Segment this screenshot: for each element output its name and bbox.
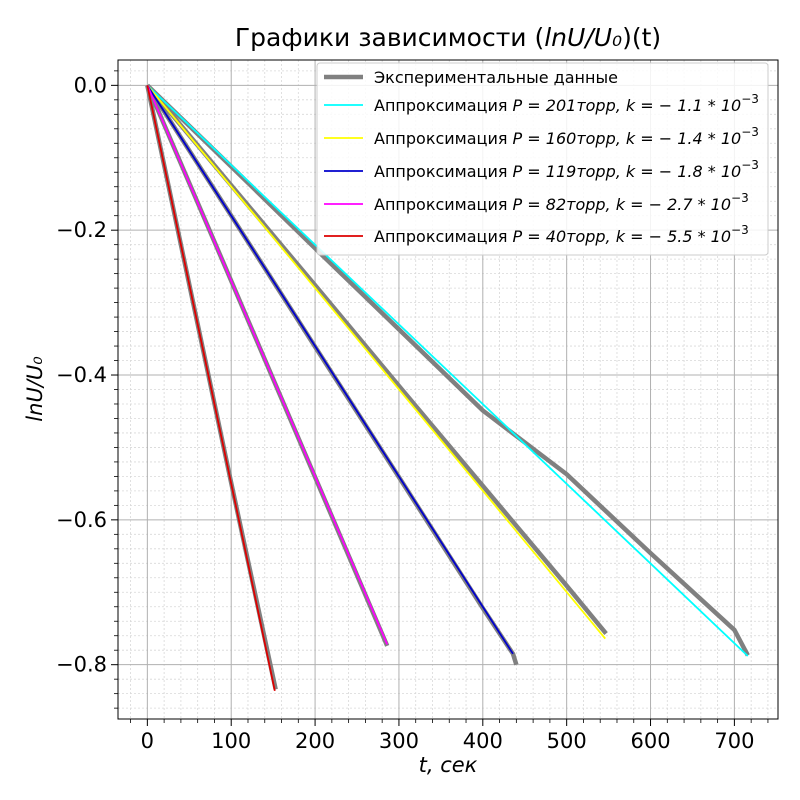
y-tick-label: −0.2 <box>56 218 107 242</box>
x-tick-label: 400 <box>463 729 503 753</box>
y-tick-label: −0.6 <box>56 508 107 532</box>
y-axis: 0.0 −0.2 −0.4 −0.6 −0.8 <box>56 70 118 709</box>
y-tick-label: −0.8 <box>56 653 107 677</box>
fit-line <box>146 85 276 691</box>
legend-box <box>316 62 769 256</box>
x-tick-label: 0 <box>141 729 154 753</box>
legend-label: Аппроксимация P = 82торр, k = − 2.7 * 10… <box>374 191 749 214</box>
fit-series <box>146 84 749 691</box>
y-tick-label: −0.4 <box>56 363 107 387</box>
x-tick-label: 200 <box>295 729 335 753</box>
legend-label: Аппроксимация P = 160торр, k = − 1.4 * 1… <box>374 125 759 148</box>
x-tick-label: 700 <box>714 729 754 753</box>
y-axis-label: lnU/U₀ <box>23 356 47 422</box>
x-tick-label: 100 <box>211 729 251 753</box>
legend-label: Экспериментальные данные <box>374 68 618 87</box>
x-tick-label: 600 <box>630 729 670 753</box>
x-axis-label: t, сек <box>419 753 478 777</box>
x-tick-label: 300 <box>379 729 419 753</box>
y-tick-label: 0.0 <box>74 73 107 97</box>
legend-label: Аппроксимация P = 119торр, k = − 1.8 * 1… <box>374 158 759 181</box>
legend-label: Аппроксимация P = 40торр, k = − 5.5 * 10… <box>374 223 749 246</box>
fit-line <box>146 84 514 655</box>
x-axis: 0 100 200 300 400 500 600 700 <box>130 719 769 753</box>
fit-line <box>146 84 389 645</box>
legend-label: Аппроксимация P = 201торр, k = − 1.1 * 1… <box>374 92 759 115</box>
chart-title: Графики зависимости (lnU/U₀)(t) <box>235 23 661 52</box>
fit-line <box>146 84 606 640</box>
x-tick-label: 500 <box>547 729 587 753</box>
legend: Экспериментальные данные Аппроксимация P … <box>316 62 769 256</box>
fit-line <box>146 84 749 657</box>
